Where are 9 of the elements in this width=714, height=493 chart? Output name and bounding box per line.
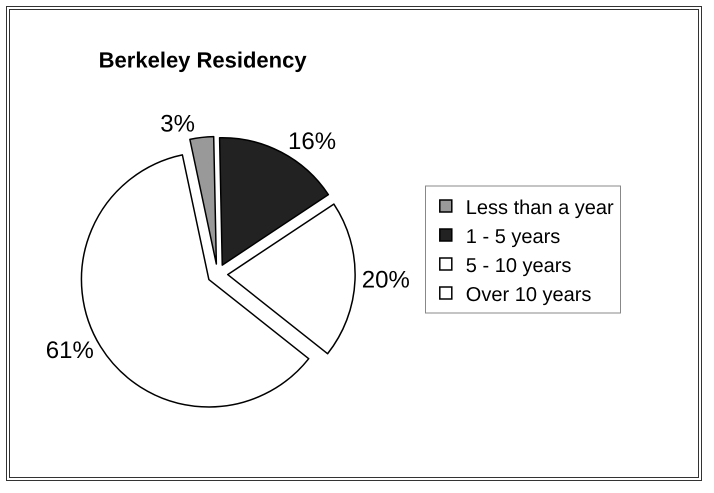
legend-label: Less than a year — [466, 196, 614, 219]
data-label: 16% — [288, 128, 336, 156]
legend-label: Over 10 years — [466, 284, 592, 306]
data-label: 3% — [160, 110, 195, 138]
legend-label: 1 - 5 years — [466, 226, 560, 248]
data-label: 61% — [46, 336, 94, 364]
data-label: 20% — [362, 266, 410, 294]
chart-title: Berkeley Residency — [98, 47, 308, 72]
legend-label: 5 - 10 years — [466, 254, 572, 277]
